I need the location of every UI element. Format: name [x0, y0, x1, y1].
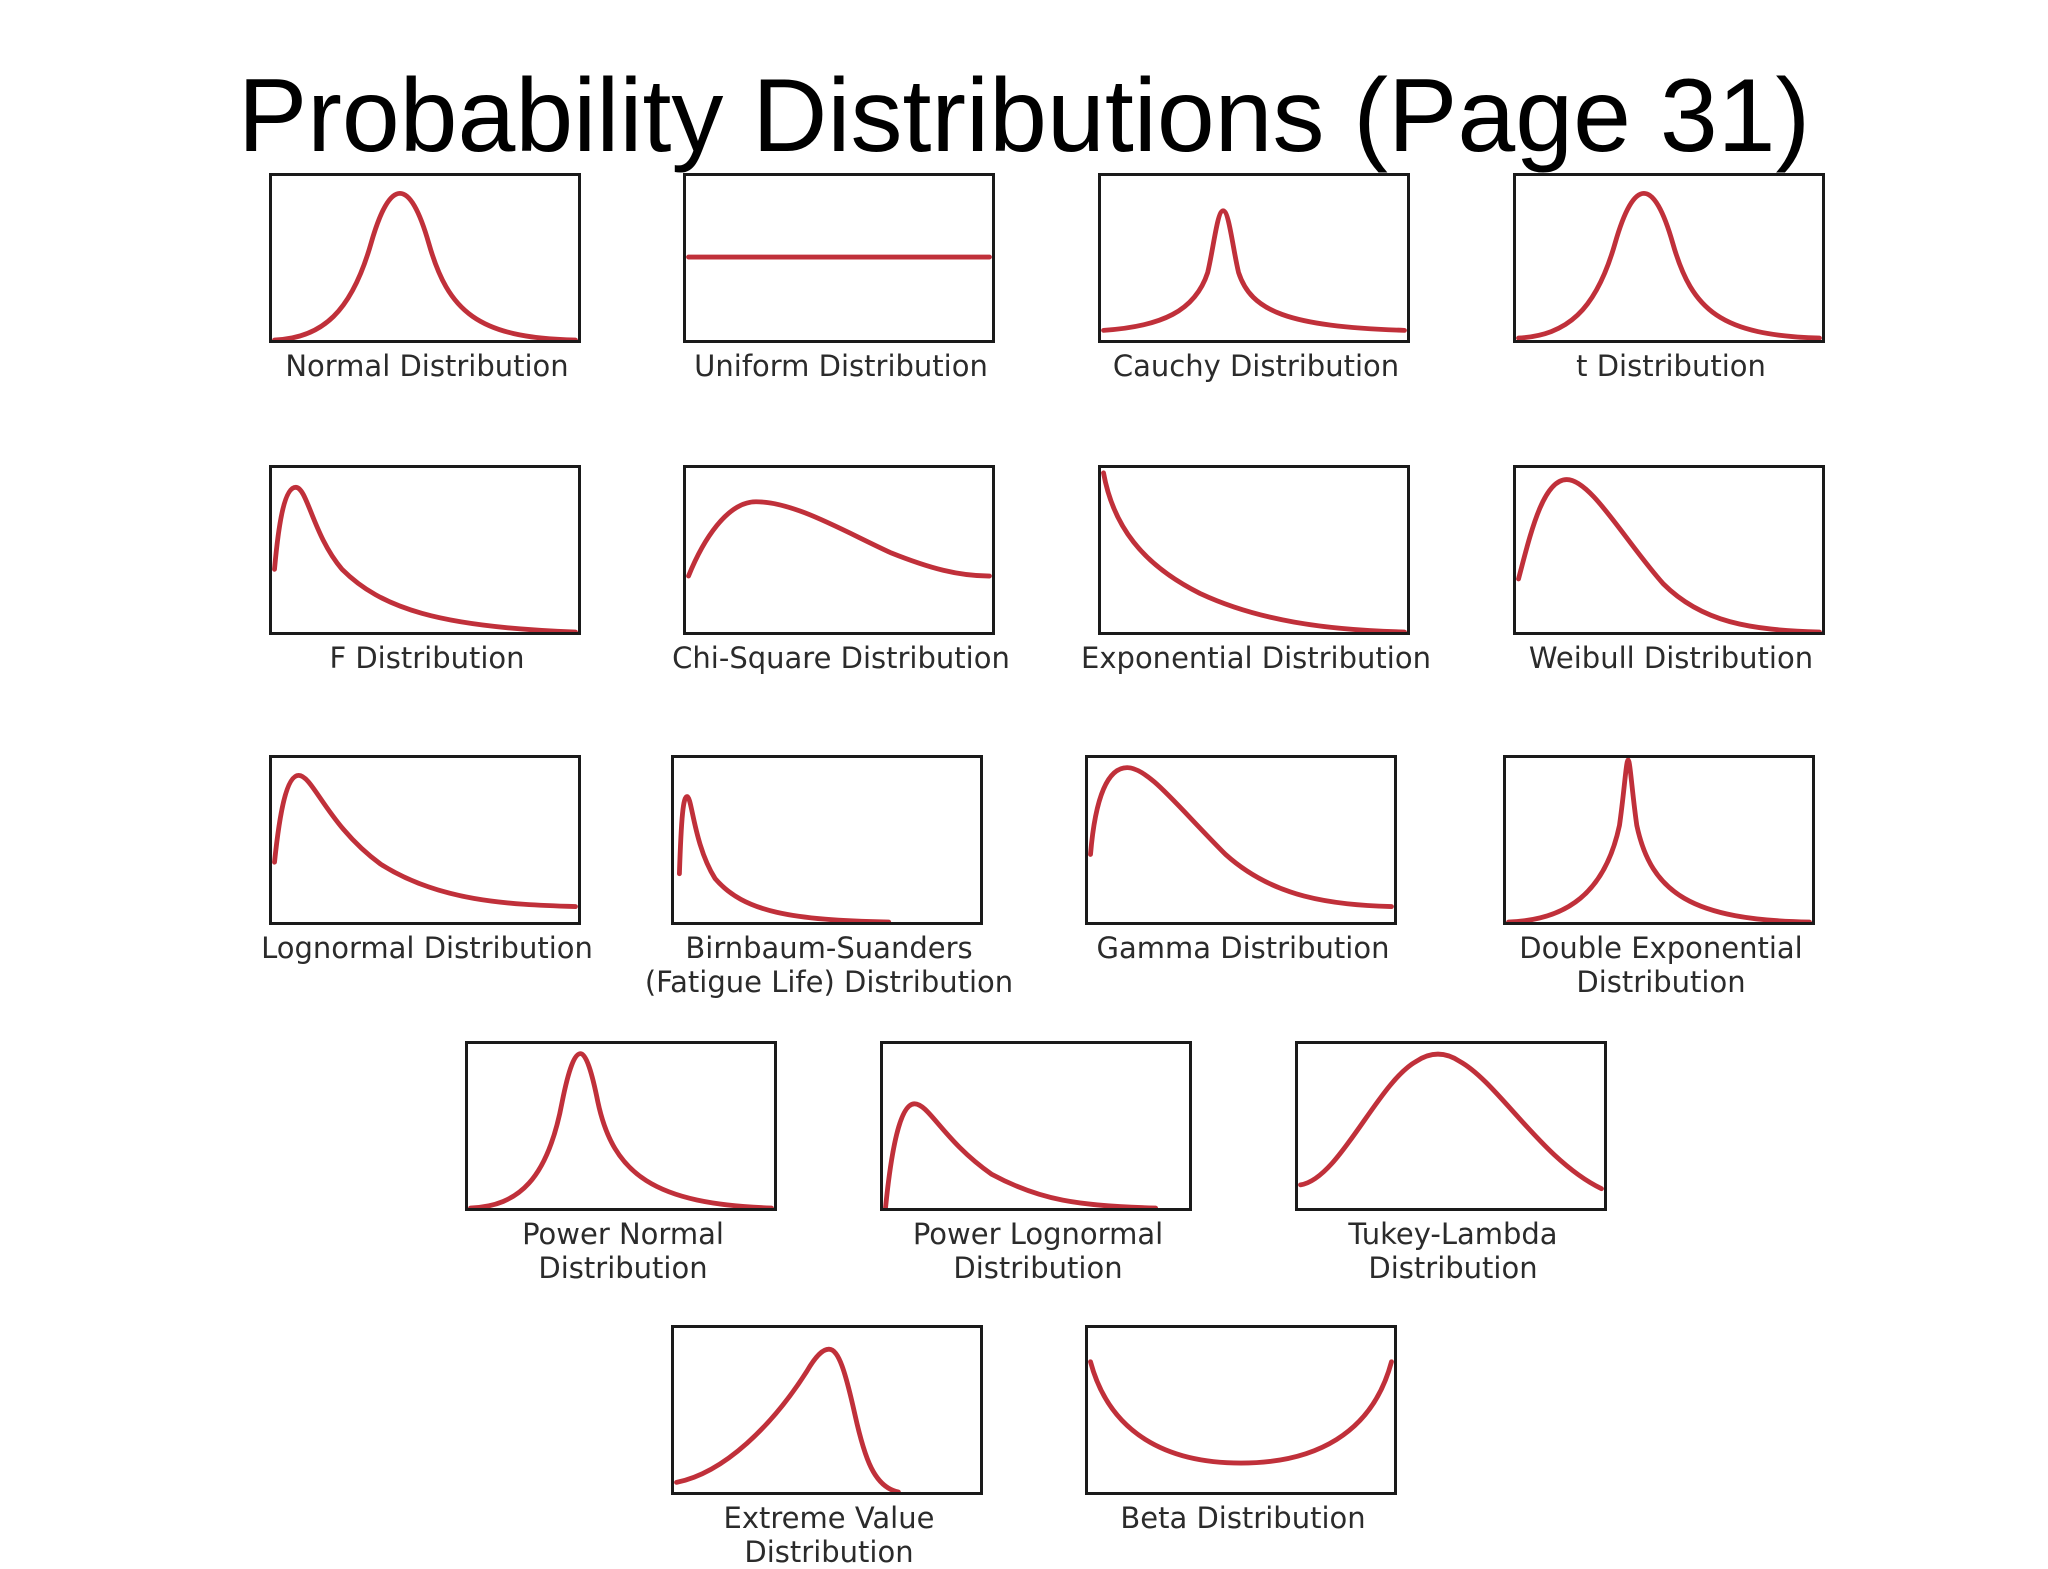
plot-frame: [1085, 755, 1397, 925]
plot-frame: [269, 755, 581, 925]
panel-caption: Extreme Value Distribution: [723, 1501, 935, 1569]
panel-caption: Uniform Distribution: [694, 349, 988, 383]
panel-caption: Power Normal Distribution: [522, 1217, 724, 1285]
plot-frame: [683, 465, 995, 635]
plot-frame: [269, 465, 581, 635]
plot-frame: [683, 173, 995, 343]
normal-curve-plot: [272, 190, 578, 340]
panel-caption: Weibull Distribution: [1528, 641, 1814, 675]
power-normal-curve-plot: [468, 1051, 774, 1208]
distribution-curve: [676, 794, 892, 922]
birnbaum-saunders-curve-plot: [676, 794, 892, 922]
panel-caption: Chi-Square Distribution: [672, 641, 1010, 675]
panel-caption: Gamma Distribution: [1096, 931, 1390, 965]
cauchy-curve-plot: [1101, 208, 1407, 333]
panel-caption: Exponential Distribution: [1081, 641, 1431, 675]
f-curve-plot: [272, 484, 578, 632]
panel-caption: Cauchy Distribution: [1112, 349, 1400, 383]
distribution-curve: [1506, 758, 1812, 922]
beta-curve-plot: [1088, 1359, 1394, 1466]
panel-caption: F Distribution: [329, 641, 525, 675]
distribution-curve: [1298, 1051, 1604, 1192]
distribution-curve: [1088, 765, 1394, 909]
plot-frame: [880, 1041, 1192, 1211]
lognormal-curve-plot: [272, 772, 578, 909]
panel-caption: Normal Distribution: [285, 349, 569, 383]
distribution-curve: [1516, 477, 1822, 632]
page-title: Probability Distributions (Page 31): [237, 58, 1811, 174]
plot-frame: [1513, 173, 1825, 343]
tukey-lambda-curve-plot: [1298, 1051, 1604, 1192]
distribution-curve: [1101, 470, 1407, 632]
distribution-curve: [1101, 208, 1407, 333]
plot-frame: [671, 1325, 983, 1495]
double-exponential-curve-plot: [1506, 758, 1812, 922]
extreme-value-curve-plot: [674, 1346, 901, 1492]
panel-caption: Beta Distribution: [1120, 1501, 1366, 1535]
plot-frame: [671, 755, 983, 925]
distribution-curve: [272, 484, 578, 632]
exponential-curve-plot: [1101, 470, 1407, 632]
uniform-curve-plot: [686, 254, 992, 260]
plot-frame: [269, 173, 581, 343]
t-curve-plot: [1516, 190, 1822, 340]
distribution-curve: [674, 1346, 901, 1492]
plot-frame: [1098, 465, 1410, 635]
panel-caption: Tukey-Lambda Distribution: [1348, 1217, 1558, 1285]
plot-frame: [465, 1041, 777, 1211]
panel-caption: Birnbaum-Suanders (Fatigue Life) Distrib…: [644, 931, 1014, 999]
distribution-curve: [272, 772, 578, 909]
panel-caption: t Distribution: [1576, 349, 1766, 383]
plot-frame: [1295, 1041, 1607, 1211]
plot-frame: [1085, 1325, 1397, 1495]
panel-caption: Double Exponential Distribution: [1519, 931, 1803, 999]
distribution-curve: [1088, 1359, 1394, 1466]
plot-frame: [1513, 465, 1825, 635]
power-lognormal-curve-plot: [883, 1101, 1159, 1208]
distribution-curve: [686, 499, 992, 579]
distribution-curve: [272, 190, 578, 340]
plot-frame: [1098, 173, 1410, 343]
plot-frame: [1503, 755, 1815, 925]
panel-caption: Power Lognormal Distribution: [912, 1217, 1164, 1285]
panel-caption: Lognormal Distribution: [261, 931, 593, 965]
gamma-curve-plot: [1088, 765, 1394, 909]
distribution-curve: [1516, 190, 1822, 340]
chi-square-curve-plot: [686, 499, 992, 579]
distribution-curve: [883, 1101, 1159, 1208]
distribution-curve: [468, 1051, 774, 1208]
weibull-curve-plot: [1516, 477, 1822, 632]
